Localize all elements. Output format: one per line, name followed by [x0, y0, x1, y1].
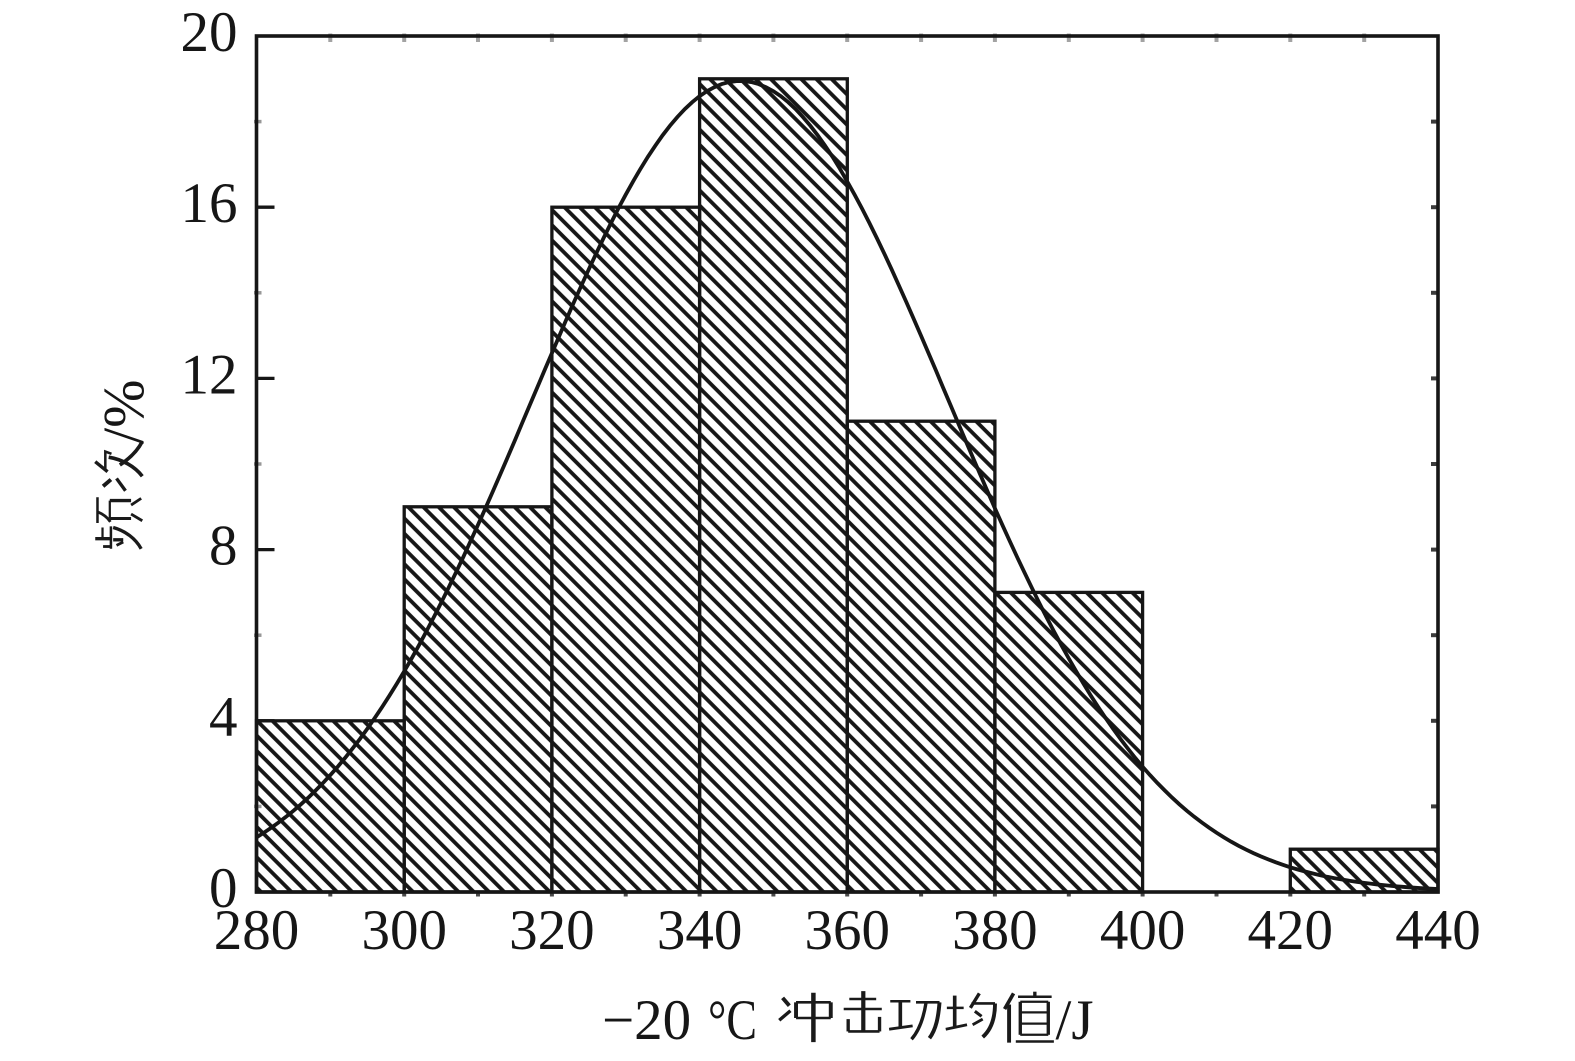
- svg-text:360: 360: [804, 899, 890, 962]
- svg-text:380: 380: [952, 899, 1038, 962]
- svg-text:8: 8: [209, 515, 238, 578]
- svg-text:°C: °C: [708, 989, 757, 1052]
- svg-text:280: 280: [214, 899, 300, 962]
- svg-text:420: 420: [1248, 899, 1334, 962]
- svg-text:440: 440: [1395, 899, 1481, 962]
- svg-text:−20: −20: [602, 989, 691, 1052]
- svg-text:16: 16: [181, 172, 238, 235]
- svg-text:/J: /J: [1056, 989, 1094, 1052]
- svg-text:320: 320: [509, 899, 595, 962]
- svg-text:/%: /%: [91, 380, 156, 444]
- svg-text:4: 4: [209, 686, 238, 749]
- svg-text:300: 300: [361, 899, 447, 962]
- svg-text:12: 12: [181, 343, 238, 406]
- svg-text:0: 0: [209, 857, 238, 920]
- svg-text:340: 340: [657, 899, 743, 962]
- svg-text:20: 20: [181, 1, 238, 64]
- svg-text:400: 400: [1100, 899, 1186, 962]
